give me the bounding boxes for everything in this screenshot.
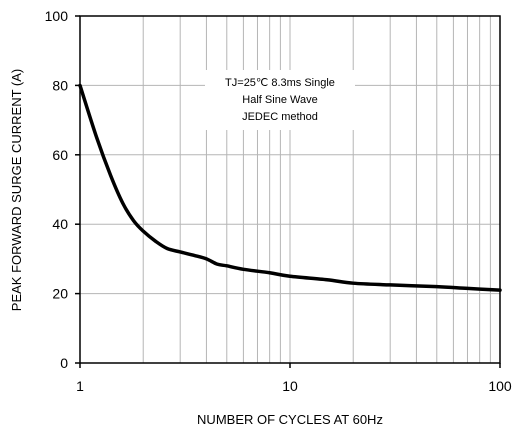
y-tick-label: 20 [52, 286, 68, 302]
grid [80, 16, 500, 363]
x-tick-label: 100 [488, 378, 512, 394]
x-axis-label: NUMBER OF CYCLES AT 60Hz [197, 412, 383, 427]
y-tick-label: 80 [52, 77, 68, 93]
y-tick-label: 40 [52, 216, 68, 232]
annotation-box: TJ=25℃ 8.3ms Single Half Sine Wave JEDEC m… [205, 70, 355, 130]
x-tick-label: 1 [76, 378, 84, 394]
y-tick-label: 60 [52, 147, 68, 163]
annotation-line: Half Sine Wave [242, 94, 317, 106]
x-tick-label: 10 [282, 378, 298, 394]
series-layer [78, 83, 502, 292]
annotation-line: JEDEC method [242, 111, 318, 123]
axis-ticks: 0 20 40 60 80 100 1 10 100 [45, 8, 512, 394]
annotation-line: TJ=25℃ 8.3ms Single [225, 77, 335, 89]
series-line [78, 83, 502, 292]
annotation-background [205, 70, 355, 130]
y-axis-label: PEAK FORWARD SURGE CURRENT (A) [9, 69, 24, 311]
y-tick-label: 0 [60, 355, 68, 371]
y-tick-label: 100 [45, 8, 69, 24]
